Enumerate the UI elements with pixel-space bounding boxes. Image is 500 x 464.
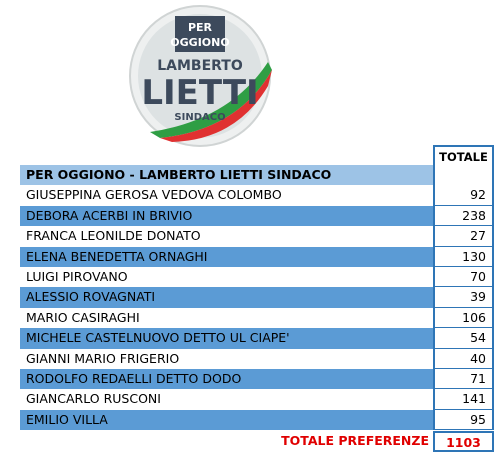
candidate-votes: 27 bbox=[433, 226, 494, 247]
logo-stripe-red bbox=[160, 70, 272, 142]
candidate-name: FRANCA LEONILDE DONATO bbox=[20, 226, 433, 247]
candidate-name: GIANCARLO RUSCONI bbox=[20, 389, 433, 410]
candidate-name: EMILIO VILLA bbox=[20, 409, 433, 431]
logo-last-name: LIETTI bbox=[141, 73, 258, 113]
logo-role: SINDACO bbox=[174, 112, 225, 123]
logo-badge-text: PER bbox=[188, 21, 213, 34]
candidate-votes: 92 bbox=[433, 185, 494, 206]
candidate-name: RODOLFO REDAELLI DETTO DODO bbox=[20, 369, 433, 390]
total-value: 1103 bbox=[433, 431, 494, 453]
candidate-name: ALESSIO ROVAGNATI bbox=[20, 287, 433, 308]
logo-first-name: LAMBERTO bbox=[157, 58, 243, 74]
logo: PER OGGIONO LAMBERTO LIETTI SINDACO bbox=[129, 5, 272, 147]
candidate-votes: 141 bbox=[433, 389, 494, 410]
candidate-name: DEBORA ACERBI IN BRIVIO bbox=[20, 205, 433, 227]
candidate-votes: 130 bbox=[433, 246, 494, 267]
candidate-name: GIUSEPPINA GEROSA VEDOVA COLOMBO bbox=[20, 185, 433, 206]
candidate-name: MICHELE CASTELNUOVO DETTO UL CIAPE' bbox=[20, 328, 433, 349]
logo-stripe-green bbox=[150, 62, 272, 138]
candidate-votes: 71 bbox=[433, 369, 494, 390]
candidate-votes: 106 bbox=[433, 307, 494, 329]
candidate-votes: 238 bbox=[433, 205, 494, 227]
candidate-votes: 95 bbox=[433, 409, 494, 431]
total-label: TOTALE PREFERENZE bbox=[281, 433, 429, 449]
candidate-name: MARIO CASIRAGHI bbox=[20, 307, 433, 329]
total-header: TOTALE bbox=[433, 145, 494, 165]
candidate-votes: 70 bbox=[433, 267, 494, 288]
candidate-votes: 39 bbox=[433, 287, 494, 308]
logo-badge bbox=[175, 16, 225, 52]
candidate-name: GIANNI MARIO FRIGERIO bbox=[20, 348, 433, 369]
list-title: PER OGGIONO - LAMBERTO LIETTI SINDACO bbox=[20, 165, 433, 186]
candidate-votes: 40 bbox=[433, 348, 494, 369]
logo-badge-text: OGGIONO bbox=[170, 36, 229, 49]
list-title-total bbox=[433, 165, 494, 186]
candidate-votes: 54 bbox=[433, 328, 494, 349]
candidate-name: LUIGI PIROVANO bbox=[20, 267, 433, 288]
candidate-name: ELENA BENEDETTA ORNAGHI bbox=[20, 246, 433, 267]
